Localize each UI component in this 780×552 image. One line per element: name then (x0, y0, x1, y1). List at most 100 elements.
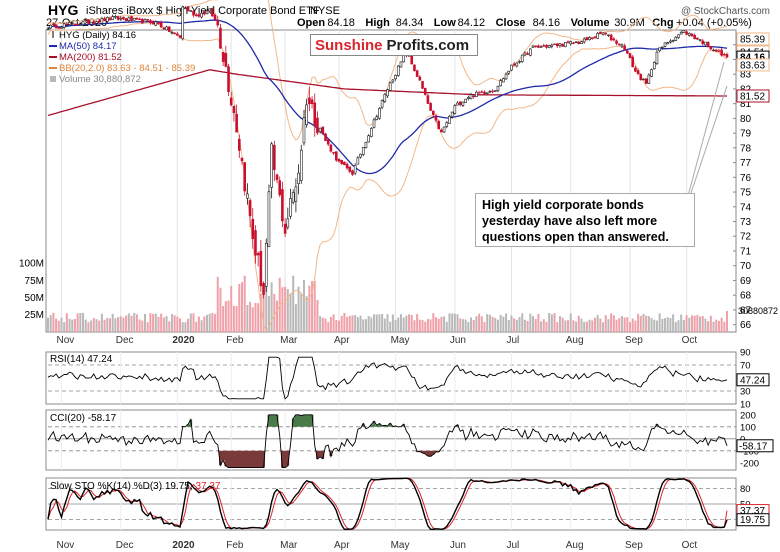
volume-bar (421, 320, 424, 332)
candle-body (246, 193, 249, 199)
volume-bar (141, 320, 144, 332)
volume-bar (513, 318, 516, 332)
candle-body (219, 27, 222, 49)
candle-body (669, 40, 672, 43)
volume-bar (313, 280, 316, 332)
sto-k-tag (736, 513, 770, 527)
volume-axis-label: 25M (25, 310, 44, 321)
candle-body (87, 19, 90, 24)
candle-body (655, 51, 659, 64)
candle-body (701, 40, 705, 45)
candle-body (601, 32, 605, 35)
volume-bar (364, 319, 367, 332)
candle-body (57, 27, 61, 29)
volume-bar (230, 285, 233, 332)
volume-bar (629, 322, 631, 332)
candle-body (122, 16, 125, 20)
volume-bar (475, 316, 478, 332)
candle-body (132, 17, 136, 21)
candle-body (111, 16, 114, 20)
volume-bar (529, 313, 532, 332)
volume-axis-label: 100M (19, 259, 44, 270)
candle-body (135, 18, 139, 20)
x-tick-label: Aug (566, 335, 584, 346)
y-tick-label: 71 (740, 246, 752, 257)
volume-bar (480, 316, 483, 332)
quote-label: High (365, 17, 390, 29)
volume-bar (448, 313, 451, 332)
candle-body (103, 18, 106, 22)
candle-body (310, 99, 314, 104)
candle-body (262, 282, 265, 295)
volume-bar (717, 320, 720, 332)
annotation-note: High yield corporate bonds yesterday hav… (475, 193, 695, 247)
volume-bar (478, 313, 481, 332)
x-tick-label: Jul (506, 540, 519, 551)
candle-body (348, 166, 352, 172)
candle-body (200, 12, 203, 18)
volume-bar (394, 320, 397, 332)
candle-body (706, 41, 710, 48)
volume-bar (127, 313, 130, 332)
candle-body (154, 21, 158, 26)
volume-bar (432, 313, 435, 332)
candle-body (537, 45, 540, 48)
candle-body (663, 42, 667, 47)
candle-body (256, 253, 260, 256)
volume-bar (696, 314, 699, 332)
volume-bar (324, 318, 327, 332)
candle-body (194, 14, 198, 17)
volume-bar (593, 317, 596, 332)
candle-body (326, 139, 330, 145)
candle-body (555, 43, 559, 47)
candle-body (418, 76, 422, 81)
cci-title: CCI(20) -58.17 (50, 413, 117, 424)
candle-body (453, 105, 457, 114)
indicator-tick-label: 70 (740, 361, 751, 372)
price-plot-frame (45, 29, 737, 333)
volume-bar (63, 322, 66, 332)
candle-body (545, 44, 548, 48)
candle-body (221, 51, 225, 62)
candle-body (448, 115, 451, 124)
annotation-arrow (687, 61, 725, 197)
x-tick-label: Jun (450, 335, 466, 346)
candle-body (46, 28, 50, 30)
volume-bar (612, 315, 615, 332)
candle-body (542, 45, 546, 47)
volume-bar (373, 314, 376, 332)
indicator-tick-label: -200 (740, 458, 759, 469)
candle-body (450, 111, 454, 118)
volume-bar (84, 319, 87, 332)
price-tag-box (736, 32, 770, 46)
volume-bar (518, 317, 521, 332)
x-tick-label: Jun (450, 540, 466, 551)
volume-bar (219, 287, 222, 332)
volume-bar (281, 287, 284, 332)
candle-body (159, 22, 163, 28)
y-tick-label: 72 (740, 232, 752, 243)
volume-bar (71, 319, 74, 332)
volume-bar (114, 318, 117, 332)
volume-bar (57, 320, 60, 332)
price-tag-box (736, 58, 770, 72)
sto-panel: 205080Slow STO %K(14) %D(3) 19.75, 37.37… (45, 477, 770, 531)
volume-bar (73, 318, 76, 332)
candle-body (445, 122, 449, 127)
candle-body (677, 34, 680, 38)
volume-bar (491, 316, 494, 332)
candle-body (475, 91, 478, 97)
candle-body (413, 64, 416, 71)
x-tick-label: 2020 (172, 335, 195, 346)
volume-bar (378, 314, 381, 332)
candle-body (388, 82, 392, 91)
candle-body (458, 101, 462, 105)
candle-body (652, 62, 656, 70)
candle-body (593, 36, 597, 38)
volume-bar (618, 318, 621, 332)
annotation-line: yesterday have also left more (482, 214, 658, 228)
candle-body (281, 189, 284, 222)
candle-body (564, 42, 567, 47)
volume-bar (146, 322, 149, 332)
